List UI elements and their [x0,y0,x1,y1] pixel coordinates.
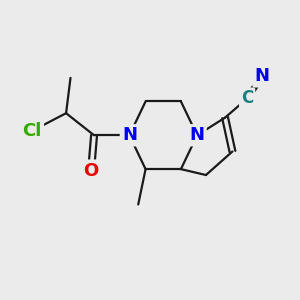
Text: N: N [254,68,269,85]
Text: C: C [241,89,253,107]
Text: Cl: Cl [22,122,42,140]
Text: O: O [83,162,99,180]
Text: N: N [190,126,205,144]
Text: N: N [122,126,137,144]
